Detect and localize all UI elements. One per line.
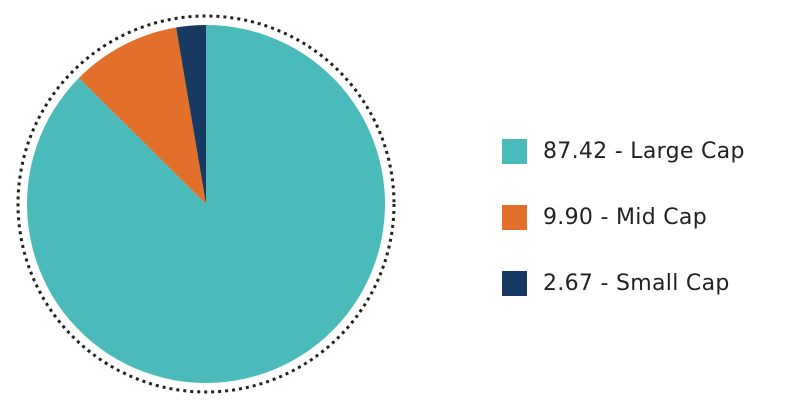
legend-item-large-cap: 87.42 - Large Cap [502, 118, 782, 184]
legend-swatch-small-cap [502, 270, 527, 296]
legend: 87.42 - Large Cap 9.90 - Mid Cap 2.67 - … [502, 118, 782, 316]
legend-label-large-cap: 87.42 - Large Cap [543, 138, 745, 164]
pie-slices [27, 25, 385, 383]
pie-chart [16, 14, 396, 394]
legend-label-mid-cap: 9.90 - Mid Cap [543, 204, 707, 230]
legend-item-small-cap: 2.67 - Small Cap [502, 250, 782, 316]
legend-swatch-large-cap [502, 138, 527, 164]
pie-slice-small-cap [176, 25, 206, 204]
dotted-outline-ring [16, 14, 396, 394]
legend-item-mid-cap: 9.90 - Mid Cap [502, 184, 782, 250]
legend-swatch-mid-cap [502, 204, 527, 230]
legend-label-small-cap: 2.67 - Small Cap [543, 270, 730, 296]
pie-slice-mid-cap [78, 27, 206, 205]
pie-slice-large-cap [27, 25, 385, 383]
